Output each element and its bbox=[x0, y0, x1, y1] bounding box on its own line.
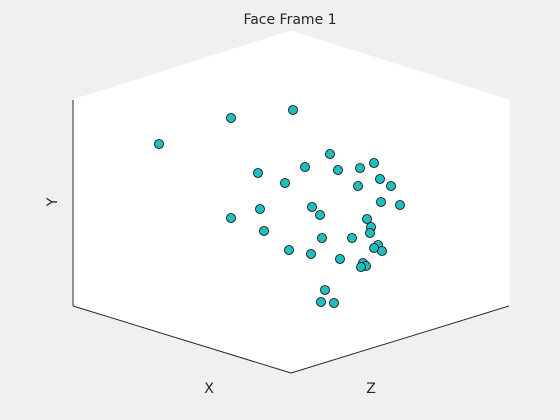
data-point-24 bbox=[347, 233, 357, 243]
data-point-3 bbox=[288, 105, 298, 115]
data-point-34 bbox=[356, 262, 366, 272]
data-point-9 bbox=[355, 163, 365, 173]
y-axis-label: Y bbox=[45, 197, 61, 207]
x-axis-line bbox=[72, 305, 292, 374]
data-point-1 bbox=[154, 139, 164, 149]
data-point-8 bbox=[333, 165, 343, 175]
z-axis-line bbox=[290, 305, 510, 374]
data-point-5 bbox=[300, 162, 310, 172]
data-point-6 bbox=[253, 168, 263, 178]
data-point-7 bbox=[280, 178, 290, 188]
data-point-12 bbox=[386, 181, 396, 191]
data-point-31 bbox=[335, 254, 345, 264]
data-point-30 bbox=[306, 249, 316, 259]
axes-box bbox=[72, 30, 510, 374]
data-point-29 bbox=[284, 245, 294, 255]
data-point-10 bbox=[369, 158, 379, 168]
data-point-18 bbox=[226, 213, 236, 223]
z-axis-label: Z bbox=[366, 381, 376, 397]
data-point-23 bbox=[317, 233, 327, 243]
data-point-19 bbox=[315, 210, 325, 220]
data-point-11 bbox=[375, 174, 385, 184]
data-point-35 bbox=[320, 285, 330, 295]
data-point-20 bbox=[362, 214, 372, 224]
data-point-13 bbox=[353, 181, 363, 191]
scatter-points bbox=[154, 105, 405, 308]
data-point-14 bbox=[376, 197, 386, 207]
data-point-16 bbox=[307, 202, 317, 212]
chart-title: Face Frame 1 bbox=[243, 12, 336, 28]
data-point-4 bbox=[325, 149, 335, 159]
data-point-22 bbox=[259, 226, 269, 236]
data-point-28 bbox=[369, 243, 379, 253]
data-point-2 bbox=[226, 113, 236, 123]
data-point-15 bbox=[395, 200, 405, 210]
data-point-37 bbox=[329, 298, 339, 308]
x-axis-label: X bbox=[204, 381, 214, 397]
data-point-36 bbox=[316, 297, 326, 307]
data-point-17 bbox=[255, 204, 265, 214]
data-point-25 bbox=[365, 228, 375, 238]
